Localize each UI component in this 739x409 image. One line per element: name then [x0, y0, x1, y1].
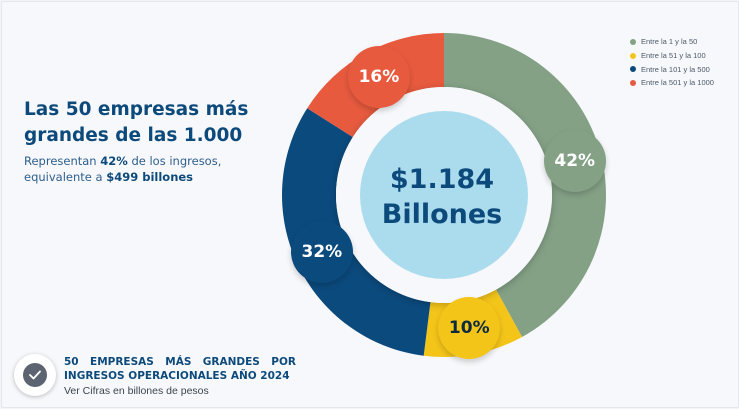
- slice-percent-label: 42%: [543, 130, 606, 193]
- subtitle-percent: 42%: [100, 154, 128, 168]
- legend-item: Entre la 1 y la 50: [630, 35, 714, 49]
- center-unit: Billones: [381, 199, 503, 230]
- slice-percent-label: 32%: [290, 221, 353, 284]
- legend-item: Entre la 501 y la 1000: [630, 76, 714, 90]
- donut-slice: [444, 33, 606, 337]
- center-label: $1.184 Billones: [342, 162, 542, 232]
- subtitle: Representan 42% de los ingresos, equival…: [24, 153, 284, 185]
- subtitle-middle: de los ingresos, equivalente a: [24, 154, 222, 184]
- slice-percent-label: 16%: [347, 45, 410, 108]
- legend-label: Entre la 1 y la 50: [641, 37, 698, 47]
- legend-label: Entre la 101 y la 500: [641, 64, 710, 74]
- legend-item: Entre la 101 y la 500: [630, 62, 714, 76]
- headline: Las 50 empresas más grandes de las 1.000: [24, 99, 249, 146]
- legend-swatch: [630, 79, 636, 86]
- legend-label: Entre la 51 y la 100: [641, 51, 706, 61]
- legend-item: Entre la 51 y la 100: [630, 49, 714, 63]
- footer-note: Ver Cifras en billones de pesos: [64, 385, 209, 397]
- legend: Entre la 1 y la 50 Entre la 51 y la 100 En…: [630, 35, 714, 90]
- legend-swatch: [630, 66, 636, 73]
- legend-label: Entre la 501 y la 1000: [641, 78, 714, 88]
- donut-slice: [281, 108, 431, 356]
- center-value: $1.184: [389, 164, 495, 195]
- check-button[interactable]: [14, 354, 56, 396]
- center-disc: [360, 111, 528, 279]
- slice-percent-label: 10%: [438, 296, 501, 359]
- subtitle-amount: $499 billones: [106, 170, 194, 184]
- subtitle-prefix: Representan: [24, 154, 101, 168]
- legend-swatch: [630, 38, 636, 45]
- footer-title: 50 EMPRESAS MÁS GRANDES POR INGRESOS OPE…: [64, 356, 296, 382]
- legend-swatch: [630, 52, 636, 59]
- check-icon: [23, 363, 47, 387]
